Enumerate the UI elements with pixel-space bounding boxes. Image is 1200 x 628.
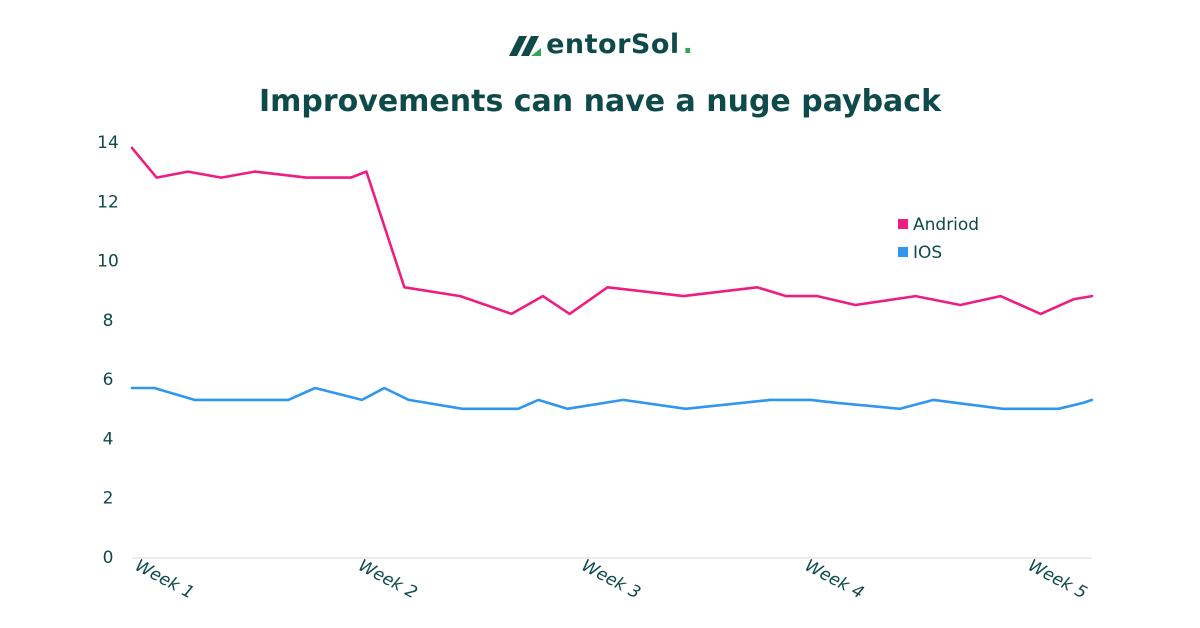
x-tick-label: Week 1 [131,556,197,604]
logo-text: entorSol [546,28,680,60]
y-tick-label: 0 [103,548,114,568]
y-tick-label: 12 [97,192,119,212]
legend-label: Andriod [913,215,979,235]
y-tick-label: 14 [97,133,119,153]
chart-title: Improvements can nave a nuge payback [258,84,942,119]
y-tick-label: 8 [103,311,114,331]
legend-swatch [898,219,908,229]
x-tick-label: Week 2 [355,556,421,604]
x-tick-label: Week 4 [801,556,867,604]
x-tick-label: Week 3 [578,556,644,604]
y-tick-label: 2 [103,489,114,509]
logo-dot: . [682,28,693,60]
legend-label: IOS [913,243,942,263]
y-tick-label: 4 [103,429,114,449]
x-tick-label: Week 5 [1025,556,1091,604]
brand-logo: entorSol . [0,24,1200,64]
logo-m-icon [509,36,542,56]
y-tick-label: 10 [97,252,119,272]
series-line-andriod [130,146,1094,316]
series-line-ios [130,386,1094,411]
legend-swatch [898,247,908,257]
y-tick-label: 6 [103,370,114,390]
